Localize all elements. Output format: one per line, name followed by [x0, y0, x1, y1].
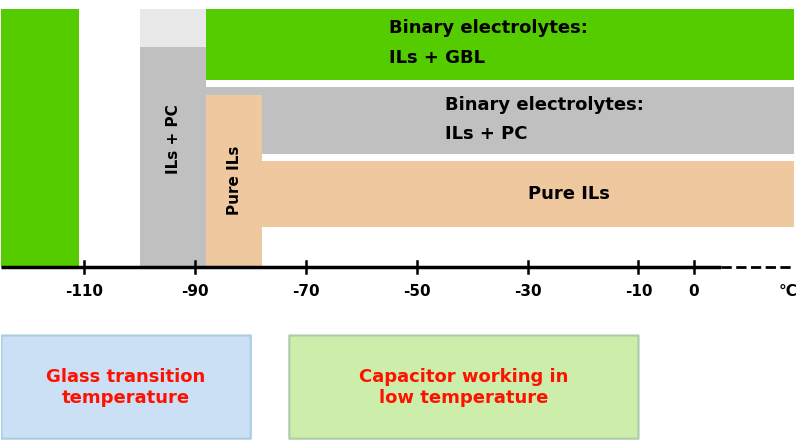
FancyBboxPatch shape [2, 336, 250, 439]
Text: Pure ILs: Pure ILs [528, 185, 610, 203]
Bar [140, 87, 794, 154]
Text: ILs + PC: ILs + PC [166, 104, 181, 174]
Text: -50: -50 [403, 284, 430, 299]
Bar [2, 9, 79, 267]
Bar [140, 9, 206, 267]
Text: -10: -10 [625, 284, 652, 299]
Bar [140, 9, 794, 80]
Text: Glass transition
temperature: Glass transition temperature [46, 368, 206, 406]
Text: ILs + GBL: ILs + GBL [389, 49, 485, 67]
FancyBboxPatch shape [290, 336, 638, 439]
Text: Pure ILs: Pure ILs [226, 146, 242, 215]
Text: -70: -70 [292, 284, 320, 299]
Text: ILs + PC: ILs + PC [445, 125, 527, 143]
Text: °C: °C [778, 284, 798, 299]
Text: Binary electrolytes:: Binary electrolytes: [445, 96, 643, 113]
Bar [262, 161, 794, 227]
Text: -90: -90 [182, 284, 209, 299]
Text: Capacitor working in
low temperature: Capacitor working in low temperature [359, 368, 569, 406]
Text: -30: -30 [514, 284, 542, 299]
Bar [140, 9, 206, 48]
Text: 0: 0 [689, 284, 699, 299]
Text: Binary electrolytes:: Binary electrolytes: [389, 20, 588, 37]
Bar [206, 95, 262, 267]
Text: -110: -110 [66, 284, 103, 299]
